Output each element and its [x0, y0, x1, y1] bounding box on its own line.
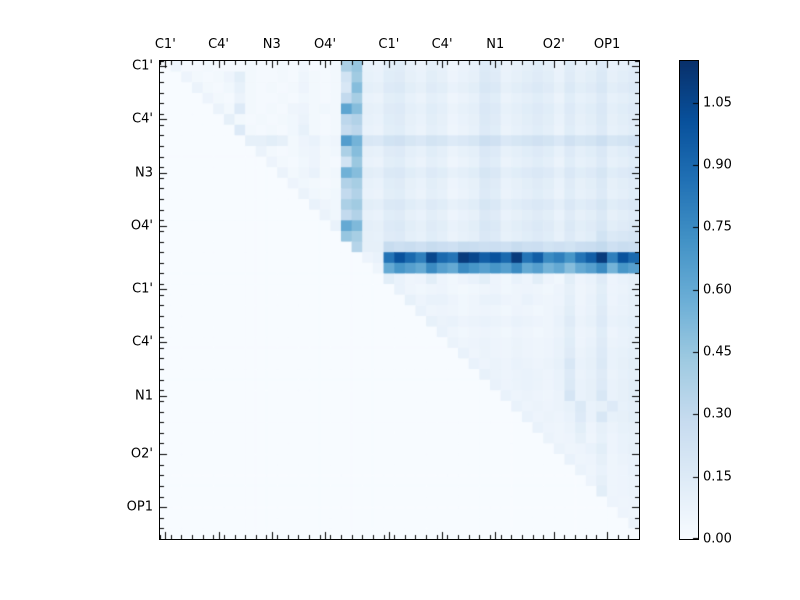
- x-axis-tick-label: C1': [154, 37, 176, 52]
- x-axis-tick-label: C1': [378, 37, 400, 52]
- colorbar-tick-label: 0.00: [703, 531, 732, 547]
- x-axis-tick-label: N1: [486, 37, 505, 52]
- y-axis-tick-label: C1': [132, 58, 153, 74]
- x-axis-tick-label: OP1: [593, 37, 621, 52]
- y-axis-tick-label: N3: [135, 165, 153, 181]
- x-axis-tick-label: C4': [208, 37, 229, 52]
- colorbar-frame: [679, 60, 699, 540]
- y-axis-tick-label: O2': [130, 446, 153, 462]
- x-axis-tick-label: O2': [542, 37, 565, 52]
- y-axis-tick-label: C4': [132, 111, 153, 127]
- y-axis-tick-label: C1': [132, 281, 153, 297]
- colorbar-tick-label: 0.30: [703, 406, 732, 422]
- colorbar-tick-label: 0.45: [703, 344, 732, 360]
- colorbar-tick-label: 0.90: [703, 157, 732, 173]
- y-axis-tick-label: N1: [135, 388, 153, 404]
- y-axis-tick-label: OP1: [126, 499, 153, 515]
- x-axis-tick-label: O4': [313, 37, 337, 52]
- heatmap-canvas: [160, 61, 639, 539]
- heatmap-plot-frame: [159, 60, 640, 540]
- colorbar-tick-label: 0.15: [703, 469, 732, 485]
- x-axis-tick-label: N3: [262, 37, 281, 52]
- y-axis-tick-label: O4': [130, 218, 153, 234]
- x-axis-tick-label: C4': [431, 37, 453, 52]
- colorbar-tick-label: 1.05: [703, 95, 732, 111]
- colorbar-tick-label: 0.60: [703, 282, 732, 298]
- colorbar-tick-label: 0.75: [703, 219, 732, 235]
- y-axis-tick-label: C4': [132, 334, 153, 350]
- colorbar-canvas: [680, 61, 698, 539]
